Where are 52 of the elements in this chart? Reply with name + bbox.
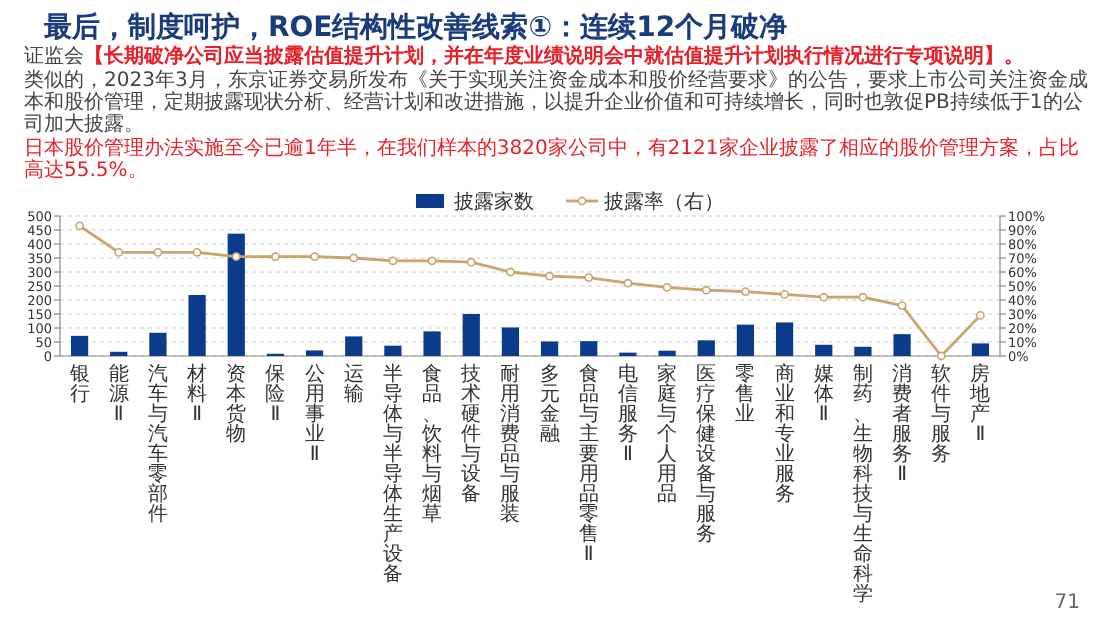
legend-label: 披露家数 bbox=[454, 190, 534, 214]
bar bbox=[775, 322, 794, 356]
bar bbox=[423, 331, 441, 356]
bar bbox=[345, 336, 363, 356]
point bbox=[976, 311, 985, 320]
point bbox=[388, 256, 398, 266]
chart-title: 最后，制度呵护，ROE结构性改善线索①：连续12个月破净 bbox=[44, 10, 788, 44]
point bbox=[310, 252, 319, 261]
bar bbox=[971, 343, 990, 356]
point bbox=[427, 256, 437, 266]
bar bbox=[384, 345, 402, 356]
point bbox=[701, 285, 711, 295]
bar bbox=[893, 334, 911, 356]
legend-label: 披露率（右） bbox=[604, 190, 724, 214]
point bbox=[623, 278, 633, 288]
text: 类似的，2023年3月，东京证券交易所发布《关于实现关注资金成本和股价经营要求》的公告，要求上市公司关注资金成本和股价管理，定期披露现状分析、经营计划和改进措施，以提升企业价值和可持续增长，同时也敦促PB持续低于1的公司加大披露。 bbox=[24, 70, 1090, 136]
point bbox=[584, 273, 594, 282]
text: 71 bbox=[1054, 592, 1080, 614]
text: 证监会 bbox=[24, 46, 84, 68]
text: 【长期破净公司应当披露估值提升计划，并在年度业绩说明会中就估值提升计划执行情况进行专项说明】。 bbox=[84, 46, 1024, 68]
point bbox=[662, 283, 672, 292]
point bbox=[114, 248, 124, 257]
bar bbox=[462, 314, 480, 356]
point bbox=[819, 292, 829, 302]
point bbox=[231, 252, 241, 261]
point bbox=[153, 248, 163, 257]
point bbox=[858, 292, 868, 302]
bar bbox=[70, 335, 89, 356]
text: 日本股价管理办法实施至今已逾1年半，在我们样本的3820家公司中，有2121家企业披露了相应的股价管理方案，占比高达55.5%。 bbox=[24, 138, 1081, 182]
point bbox=[271, 252, 280, 261]
bar bbox=[854, 346, 872, 356]
bar bbox=[540, 341, 559, 356]
bar bbox=[815, 344, 833, 356]
point bbox=[192, 248, 202, 257]
point bbox=[897, 301, 907, 310]
point bbox=[466, 257, 476, 267]
point bbox=[936, 351, 946, 361]
bar bbox=[227, 233, 245, 356]
point bbox=[349, 253, 359, 263]
bar bbox=[149, 332, 167, 356]
point bbox=[75, 221, 84, 231]
bar bbox=[697, 340, 715, 356]
point bbox=[545, 271, 554, 281]
bar bbox=[736, 324, 755, 356]
bar bbox=[188, 294, 206, 356]
point bbox=[780, 290, 789, 299]
bar bbox=[501, 327, 520, 356]
bar bbox=[580, 341, 598, 356]
point bbox=[506, 267, 515, 277]
point bbox=[741, 287, 750, 296]
bar bbox=[658, 350, 676, 356]
bar bbox=[305, 350, 324, 356]
